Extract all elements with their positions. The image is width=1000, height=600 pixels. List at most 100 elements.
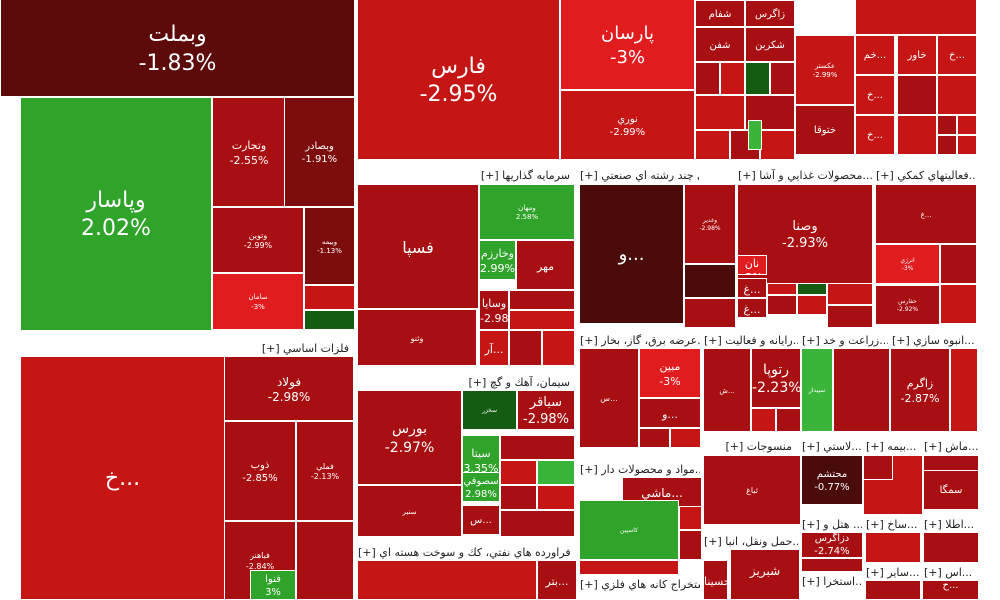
- sector-header[interactable]: [+] حمل ونقل، انبا...: [703, 532, 799, 550]
- treemap-tile[interactable]: وتجارت -2.55%: [212, 97, 286, 207]
- sector-header[interactable]: [+] عرضه برق، گاز، بخار...: [579, 331, 701, 349]
- sector-header[interactable]: [+] لاستي...: [801, 437, 863, 455]
- treemap-tile[interactable]: پارسان -3%: [560, 0, 695, 90]
- sector-header[interactable]: [+] استخراج كانه هاي فلزي: [579, 575, 701, 593]
- treemap-tile-small[interactable]: [670, 428, 701, 448]
- treemap-tile[interactable]: خاور: [897, 35, 937, 75]
- treemap-tile[interactable]: کاسپين: [579, 500, 679, 560]
- sector-header[interactable]: [+] بيمه...: [865, 437, 921, 455]
- treemap-tile[interactable]: مهر: [516, 240, 575, 290]
- treemap-tile[interactable]: سخزر: [462, 390, 517, 430]
- treemap-tile-small[interactable]: [748, 120, 762, 150]
- treemap-tile-small[interactable]: [679, 530, 702, 560]
- treemap-tile-small[interactable]: [500, 435, 575, 460]
- treemap-tile-small[interactable]: [509, 310, 575, 330]
- treemap-tile-small[interactable]: [684, 298, 736, 328]
- treemap-tile-small[interactable]: [542, 330, 575, 366]
- treemap-tile[interactable]: ومهان 2.58%: [479, 184, 575, 240]
- treemap-tile-small[interactable]: [500, 485, 537, 510]
- sector-header[interactable]: [+] مواد و محصولات دار...: [579, 460, 701, 478]
- treemap-tile-small[interactable]: [500, 460, 537, 485]
- treemap-tile[interactable]: فارس -2.95%: [357, 0, 560, 160]
- sector-header[interactable]: [+] اطلا...: [923, 515, 979, 533]
- treemap-tile[interactable]: وتوين -2.99%: [212, 207, 304, 273]
- treemap-tile-small[interactable]: [304, 285, 355, 310]
- sector-header[interactable]: [+] هتل و ...: [801, 515, 863, 533]
- treemap-tile[interactable]: زاگرس: [745, 0, 795, 27]
- treemap-tile[interactable]: سمگا: [923, 470, 979, 510]
- treemap-tile-small[interactable]: [776, 408, 801, 432]
- treemap-tile-small[interactable]: [863, 455, 893, 480]
- sector-header[interactable]: [+] ساخ...: [865, 515, 921, 533]
- treemap-tile-small[interactable]: [940, 244, 977, 284]
- treemap-tile[interactable]: سنير: [357, 485, 462, 537]
- treemap-tile-small[interactable]: [937, 115, 957, 135]
- sector-header[interactable]: [+] شركتهاي چند رشته اي صنعتي: [579, 166, 700, 184]
- treemap-tile-small[interactable]: [720, 62, 745, 95]
- treemap-tile[interactable]: س...: [579, 348, 639, 448]
- treemap-tile[interactable]: وپاسار 2.02%: [20, 97, 212, 331]
- treemap-tile[interactable]: وخارزم 2.99%: [479, 240, 516, 280]
- sector-header[interactable]: [+] سيمان، آهك و گچ: [357, 373, 577, 391]
- treemap-tile-small[interactable]: [537, 460, 575, 485]
- sector-header[interactable]: [+] اس...: [923, 563, 979, 581]
- treemap-tile-small[interactable]: [695, 95, 745, 130]
- sector-header[interactable]: [+] زراعت و خد...: [801, 331, 889, 349]
- treemap-tile-small[interactable]: [767, 295, 797, 315]
- treemap-tile-small[interactable]: [684, 264, 736, 298]
- treemap-tile[interactable]: بورس -2.97%: [357, 390, 462, 485]
- treemap-tile[interactable]: سامان -3%: [212, 273, 304, 330]
- treemap-tile[interactable]: ش...: [703, 348, 751, 432]
- treemap-tile[interactable]: و...: [579, 184, 684, 324]
- treemap-tile[interactable]: خ...: [855, 75, 895, 115]
- sector-header[interactable]: [+] فلزات اساسي: [20, 339, 356, 357]
- treemap-tile-small[interactable]: [357, 560, 537, 600]
- treemap-tile-small[interactable]: [855, 0, 977, 35]
- treemap-tile[interactable]: محتشم -0.77%: [801, 455, 863, 505]
- treemap-tile[interactable]: خم...: [855, 35, 895, 75]
- treemap-tile-small[interactable]: [801, 558, 863, 572]
- treemap-tile[interactable]: و...: [639, 398, 701, 428]
- treemap-tile-small[interactable]: [827, 305, 873, 328]
- treemap-tile[interactable]: وبصادر -1.91%: [284, 97, 355, 207]
- sector-header[interactable]: [+] سرمايه گذاريها: [357, 166, 577, 184]
- treemap-tile-small[interactable]: [923, 530, 979, 563]
- treemap-tile-small[interactable]: [770, 62, 795, 95]
- sector-header[interactable]: [+] ساير...: [865, 563, 921, 581]
- treemap-tile[interactable]: غ...: [737, 278, 767, 298]
- treemap-tile-small[interactable]: [509, 290, 575, 310]
- treemap-tile-small[interactable]: [937, 75, 977, 115]
- sector-header[interactable]: [+] ماش...: [923, 437, 979, 455]
- treemap-tile[interactable]: سباقر -2.98%: [517, 390, 575, 430]
- treemap-tile-small[interactable]: [833, 348, 890, 432]
- treemap-tile[interactable]: دزاگرس -2.74%: [801, 530, 863, 558]
- treemap-tile-small[interactable]: [865, 578, 921, 600]
- treemap-tile[interactable]: شكربن: [745, 27, 795, 62]
- treemap-tile[interactable]: فسپا: [357, 184, 479, 309]
- treemap-tile-small[interactable]: [509, 330, 542, 366]
- treemap-tile[interactable]: فملي -2.13%: [296, 421, 354, 521]
- sector-header[interactable]: [+] انبوه سازي...: [891, 331, 978, 349]
- treemap-tile[interactable]: فولاد -2.98%: [224, 356, 354, 421]
- treemap-tile-small[interactable]: [760, 130, 795, 160]
- treemap-tile-small[interactable]: [537, 485, 575, 510]
- treemap-tile[interactable]: رتوپا -2.23%: [751, 348, 801, 408]
- treemap-tile[interactable]: وبيمه -1.13%: [304, 207, 355, 285]
- sector-header[interactable]: [+] منسوجات: [703, 437, 799, 455]
- treemap-tile-small[interactable]: [937, 135, 957, 155]
- sector-header[interactable]: [+] فعاليتهاي كمكي...: [875, 166, 977, 184]
- treemap-tile[interactable]: سپيدار: [801, 348, 833, 432]
- treemap-tile-small[interactable]: [304, 310, 355, 330]
- treemap-tile[interactable]: شبريز: [730, 540, 800, 600]
- treemap-tile[interactable]: سصوفي 2.98%: [462, 472, 500, 502]
- treemap-tile[interactable]: شفن: [695, 27, 745, 62]
- treemap-tile[interactable]: نوري -2.99%: [560, 90, 695, 160]
- treemap-tile[interactable]: ثباغ: [703, 455, 801, 525]
- treemap-tile[interactable]: مبين -3%: [639, 348, 701, 398]
- treemap-tile[interactable]: خ...: [937, 35, 977, 75]
- treemap-tile[interactable]: آر...: [479, 330, 509, 366]
- treemap-tile-small[interactable]: [695, 130, 730, 160]
- treemap-tile[interactable]: عكستر -2.99%: [795, 35, 855, 105]
- treemap-tile-small[interactable]: [865, 530, 921, 563]
- treemap-tile-small[interactable]: [950, 348, 978, 432]
